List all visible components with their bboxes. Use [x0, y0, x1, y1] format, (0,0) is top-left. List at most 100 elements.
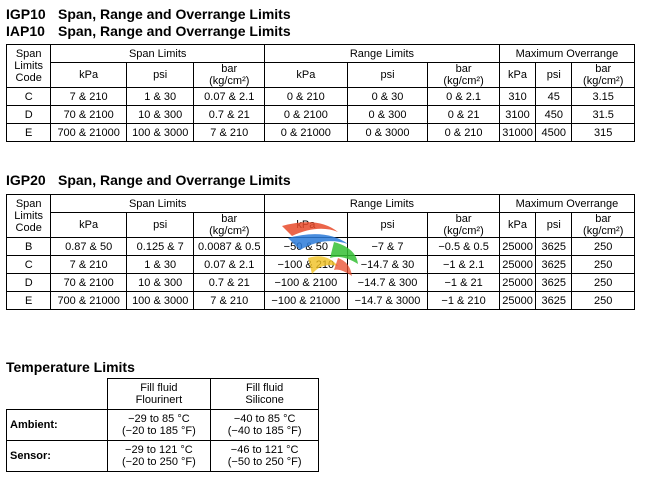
cell-range-kpa: 0 & 21000: [264, 123, 348, 142]
cell-span-bar: 0.07 & 2.1: [193, 87, 266, 106]
bar-header: bar (kg/cm²): [571, 212, 635, 238]
cell-span-psi: 100 & 3000: [125, 123, 195, 142]
sensor-label: Sensor:: [6, 440, 108, 472]
igp10-code: IGP10: [6, 6, 46, 22]
kpa-header: kPa: [50, 62, 127, 88]
cell-over-kpa: 31000: [498, 123, 537, 142]
cell-over-bar: 250: [571, 291, 635, 310]
psi-header: psi: [535, 62, 573, 88]
cell-span-kpa: 0.87 & 50: [50, 237, 127, 256]
temperature-limits-table: Fill fluid Flourinert Fill fluid Silicone …: [6, 378, 319, 472]
ambient-silicone-value: −40 to 85 °C (−40 to 185 °F): [210, 409, 319, 441]
psi-header: psi: [125, 62, 195, 88]
igp20-limits-table: Span Limits Code Span Limits Range Limits …: [5, 194, 636, 310]
temperature-heading: Temperature Limits: [6, 359, 135, 375]
igp20-code: IGP20: [6, 172, 46, 188]
cell-span-psi: 10 & 300: [125, 105, 195, 124]
cell-range-bar: −0.5 & 0.5: [427, 237, 500, 256]
igp10-limits-table: Span Limits Code Span Limits Range Limits …: [5, 44, 636, 142]
cell-over-kpa: 3100: [498, 105, 537, 124]
cell-range-bar: −1 & 210: [427, 291, 500, 310]
cell-range-bar: −1 & 2.1: [427, 255, 500, 274]
cell-span-kpa: 700 & 21000: [50, 291, 127, 310]
cell-over-bar: 315: [571, 123, 635, 142]
temperature-header-row: Fill fluid Flourinert Fill fluid Silicone: [6, 378, 319, 410]
cell-range-kpa: −100 & 21000: [264, 291, 348, 310]
cell-code: E: [5, 123, 52, 142]
table-header-row: Span Limits Code Span Limits Range Limits …: [5, 44, 636, 88]
cell-over-kpa: 25000: [498, 273, 537, 292]
bar-header: bar (kg/cm²): [427, 62, 500, 88]
cell-over-psi: 45: [535, 87, 573, 106]
cell-span-kpa: 70 & 2100: [50, 273, 127, 292]
cell-span-psi: 10 & 300: [125, 273, 195, 292]
fill-fluid-flourinert-header: Fill fluid Flourinert: [106, 378, 212, 410]
bar-header: bar (kg/cm²): [571, 62, 635, 88]
psi-header: psi: [535, 212, 573, 238]
cell-over-bar: 250: [571, 237, 635, 256]
max-overrange-header: Maximum Overrange: [498, 44, 636, 63]
cell-over-psi: 3625: [535, 255, 573, 274]
ambient-label: Ambient:: [6, 409, 108, 441]
bar-header: bar (kg/cm²): [193, 212, 266, 238]
cell-span-psi: 100 & 3000: [125, 291, 195, 310]
blank-cell: [6, 378, 108, 410]
cell-span-psi: 0.125 & 7: [125, 237, 195, 256]
cell-code: D: [5, 273, 52, 292]
cell-code: E: [5, 291, 52, 310]
bar-header: bar (kg/cm²): [193, 62, 266, 88]
max-overrange-header: Maximum Overrange: [498, 194, 636, 213]
ambient-flourinert-value: −29 to 85 °C (−20 to 185 °F): [106, 409, 212, 441]
cell-span-kpa: 70 & 2100: [50, 105, 127, 124]
cell-over-bar: 31.5: [571, 105, 635, 124]
psi-header: psi: [346, 62, 429, 88]
cell-range-bar: 0 & 21: [427, 105, 500, 124]
kpa-header: kPa: [498, 62, 537, 88]
cell-span-kpa: 700 & 21000: [50, 123, 127, 142]
cell-over-psi: 3625: [535, 237, 573, 256]
sensor-row: Sensor: −29 to 121 °C (−20 to 250 °F) −46…: [6, 440, 319, 472]
cell-code: D: [5, 105, 52, 124]
cell-range-kpa: 0 & 2100: [264, 105, 348, 124]
colorful-swirl-logo-icon: [282, 222, 358, 276]
cell-span-kpa: 7 & 210: [50, 87, 127, 106]
cell-range-bar: −1 & 21: [427, 273, 500, 292]
cell-range-psi: −14.7 & 3000: [346, 291, 429, 310]
cell-over-kpa: 310: [498, 87, 537, 106]
cell-range-psi: 0 & 3000: [346, 123, 429, 142]
kpa-header: kPa: [498, 212, 537, 238]
cell-span-bar: 0.07 & 2.1: [193, 255, 266, 274]
cell-range-psi: −7 & 7: [346, 237, 429, 256]
cell-over-bar: 250: [571, 273, 635, 292]
bar-header: bar (kg/cm²): [427, 212, 500, 238]
cell-over-bar: 3.15: [571, 87, 635, 106]
cell-range-bar: 0 & 210: [427, 123, 500, 142]
cell-span-bar: 7 & 210: [193, 123, 266, 142]
cell-span-kpa: 7 & 210: [50, 255, 127, 274]
psi-header: psi: [125, 212, 195, 238]
cell-range-bar: 0 & 2.1: [427, 87, 500, 106]
range-limits-header: Range Limits: [264, 194, 500, 213]
psi-header: psi: [346, 212, 429, 238]
cell-over-psi: 4500: [535, 123, 573, 142]
iap10-title: Span, Range and Overrange Limits: [58, 23, 291, 39]
iap10-heading: IAP10 Span, Range and Overrange Limits: [6, 23, 291, 39]
range-limits-header: Range Limits: [264, 44, 500, 63]
sensor-flourinert-value: −29 to 121 °C (−20 to 250 °F): [106, 440, 212, 472]
cell-span-bar: 0.0087 & 0.5: [193, 237, 266, 256]
table-row: D 70 & 2100 10 & 300 0.7 & 21 −100 & 2100 −14…: [5, 273, 635, 292]
cell-code: B: [5, 237, 52, 256]
iap10-code: IAP10: [6, 23, 45, 39]
igp20-heading: IGP20 Span, Range and Overrange Limits: [6, 172, 291, 188]
table-row: E 700 & 21000 100 & 3000 7 & 210 0 & 21000 0 …: [5, 123, 635, 142]
cell-span-bar: 0.7 & 21: [193, 273, 266, 292]
cell-over-bar: 250: [571, 255, 635, 274]
units-header-row: kPa psi bar(kg/cm²) kPa psi bar(kg/cm²) …: [7, 62, 635, 88]
ambient-row: Ambient: −29 to 85 °C (−20 to 185 °F) −40…: [6, 409, 319, 441]
cell-code: C: [5, 87, 52, 106]
igp20-title: Span, Range and Overrange Limits: [58, 172, 291, 188]
igp10-title: Span, Range and Overrange Limits: [58, 6, 291, 22]
table-row: E 700 & 21000 100 & 3000 7 & 210 −100 & 2100…: [5, 291, 635, 310]
